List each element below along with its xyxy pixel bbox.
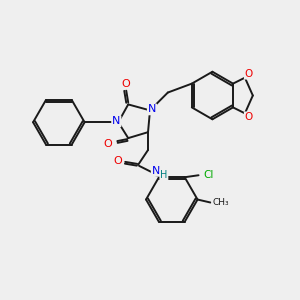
Text: O: O bbox=[103, 139, 112, 149]
Text: N: N bbox=[148, 104, 156, 114]
Text: O: O bbox=[245, 112, 253, 122]
Text: O: O bbox=[122, 79, 130, 88]
Text: N: N bbox=[152, 166, 160, 176]
Text: N: N bbox=[112, 116, 121, 126]
Text: Cl: Cl bbox=[203, 170, 214, 180]
Text: CH₃: CH₃ bbox=[212, 198, 229, 207]
Text: H: H bbox=[160, 170, 168, 180]
Text: O: O bbox=[113, 156, 122, 166]
Text: O: O bbox=[245, 69, 253, 79]
